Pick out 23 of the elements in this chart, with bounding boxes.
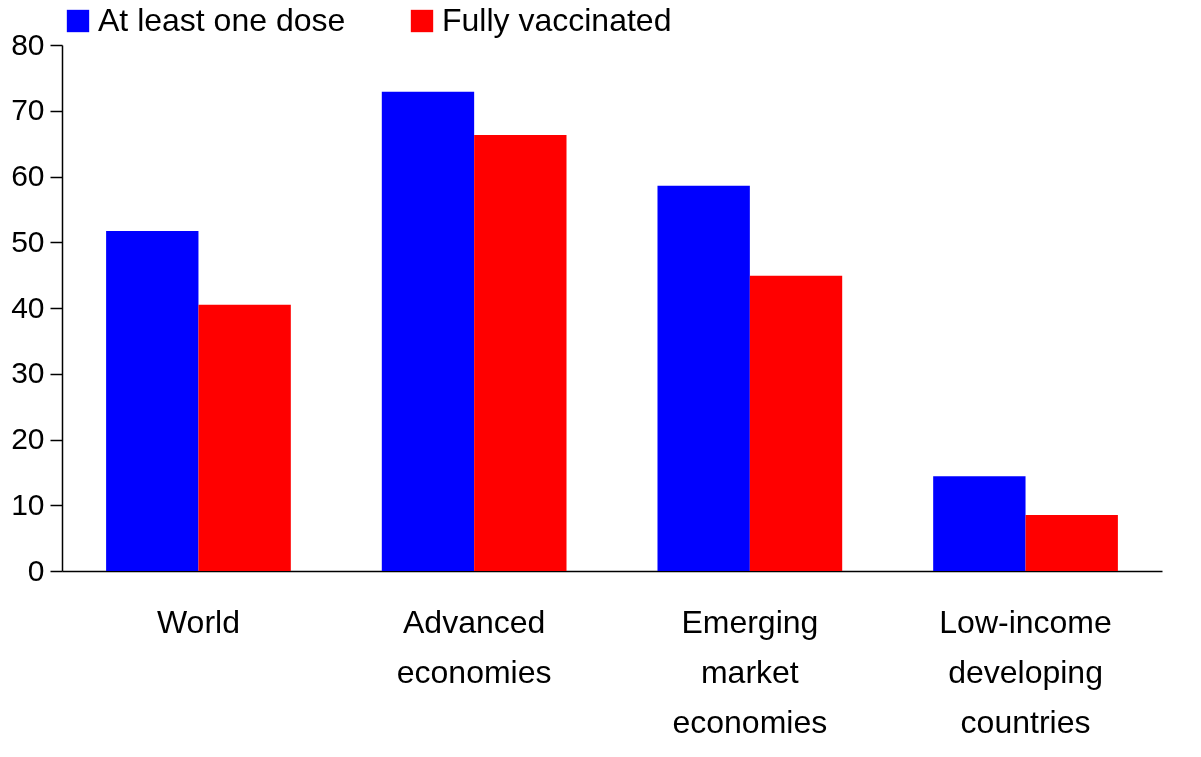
bar xyxy=(933,476,1026,571)
y-tick-label: 40 xyxy=(11,290,45,324)
bar xyxy=(198,304,291,571)
bar xyxy=(106,231,199,571)
legend-label: At least one dose xyxy=(98,2,346,38)
x-tick-label: Emerging market economies xyxy=(672,603,828,740)
y-tick-label: 0 xyxy=(27,553,45,587)
x-tick-label: Advanced economies xyxy=(396,603,552,690)
bar xyxy=(1025,515,1118,571)
bar xyxy=(657,185,750,571)
y-tick-label: 10 xyxy=(11,487,45,521)
y-tick-label: 60 xyxy=(11,159,45,192)
y-tick-label: 70 xyxy=(11,93,45,127)
legend-label: Fully vaccinated xyxy=(442,2,672,38)
x-tick-label: Low-income developing countries xyxy=(939,603,1112,740)
y-tick-label: 20 xyxy=(11,422,45,455)
bar xyxy=(749,275,843,571)
y-tick-label: 30 xyxy=(11,356,45,390)
bar xyxy=(381,91,475,571)
x-tick-label: World xyxy=(156,603,240,640)
bar xyxy=(474,135,567,571)
y-tick-label: 80 xyxy=(11,27,45,61)
y-tick-label: 50 xyxy=(11,224,45,258)
